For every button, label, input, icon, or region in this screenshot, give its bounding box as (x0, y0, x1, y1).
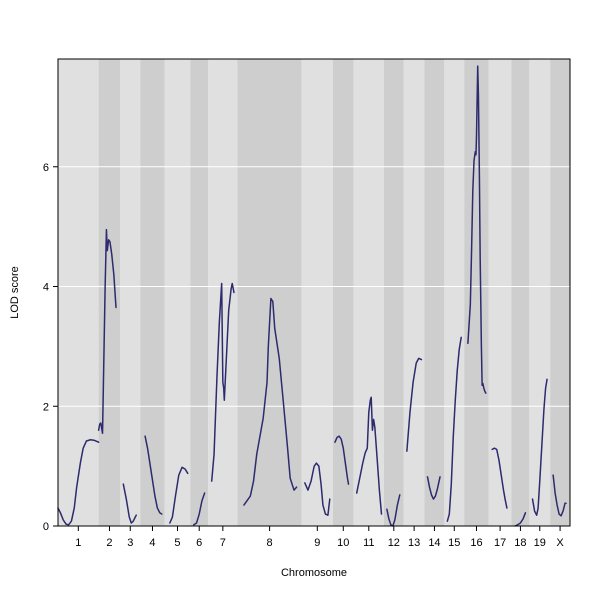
x-tick-label-19: 19 (534, 537, 546, 549)
chromosome-band-6 (190, 59, 209, 526)
x-tick-label-13: 13 (408, 537, 420, 549)
x-tick-label-11: 11 (363, 537, 374, 549)
x-tick-label-7: 7 (220, 537, 226, 549)
x-tick-label-18: 18 (514, 537, 526, 549)
lod-curve-chr-13 (406, 357, 423, 452)
chromosome-band-11 (353, 59, 384, 526)
chromosome-band-7 (208, 59, 238, 526)
lod-curve-chr-17 (491, 447, 508, 509)
y-axis-ticks: 0 2 4 6 (43, 162, 58, 533)
x-tick-label-12: 12 (388, 537, 400, 549)
chromosome-band-17 (488, 59, 512, 526)
lod-curve-chr-2 (97, 228, 117, 434)
chromosome-band-12 (383, 59, 404, 526)
y-axis-title: LOD score (9, 266, 21, 319)
x-tick-label-2: 2 (106, 537, 112, 549)
lod-curves (57, 65, 567, 527)
x-tick-label-9: 9 (314, 537, 320, 549)
lod-curve-chr-1 (57, 439, 100, 526)
gridlines (58, 166, 570, 407)
chromosome-band-3 (120, 59, 141, 526)
lod-curve-chr-16 (467, 65, 487, 394)
lod-curve-chr-14 (426, 476, 441, 500)
lod-curve-chr-7 (210, 282, 235, 482)
chromosome-band-15 (444, 59, 465, 526)
lod-curve-chr-3 (122, 483, 137, 524)
lod-curve-chr-8 (243, 297, 298, 506)
x-axis-ticks: 1 2 3 4 5 6 7 8 9 10 11 12 13 14 15 16 17 18 19 X (75, 526, 564, 549)
x-tick-label-4: 4 (149, 537, 155, 549)
x-tick-label-14: 14 (428, 537, 440, 549)
chromosome-band-2 (98, 59, 121, 526)
x-tick-label-X: X (556, 537, 564, 549)
lod-curve-chr-5 (169, 466, 189, 524)
x-tick-label-8: 8 (267, 537, 273, 549)
chromosome-band-8 (237, 59, 302, 526)
chromosome-band-10 (332, 59, 354, 526)
chromosome-band-14 (424, 59, 445, 526)
chromosome-bands (58, 59, 570, 526)
lod-curve-chr-15 (446, 336, 462, 522)
x-tick-label-6: 6 (196, 537, 202, 549)
y-tick-label-0: 0 (43, 521, 49, 533)
lod-curve-chr-9 (304, 462, 331, 516)
lod-curve-chr-10 (334, 435, 350, 485)
y-tick-label-6: 6 (43, 162, 49, 174)
y-tick-label-4: 4 (43, 282, 49, 294)
lod-curve-chr-18 (514, 512, 527, 527)
x-tick-label-3: 3 (127, 537, 133, 549)
lod-curve-chr-6 (193, 492, 206, 526)
plot-frame (57, 58, 571, 527)
x-tick-label-15: 15 (448, 537, 460, 549)
chromosome-band-19 (529, 59, 551, 526)
chromosome-band-9 (301, 59, 333, 526)
x-tick-label-10: 10 (337, 537, 349, 549)
lod-curve-chr-19 (531, 378, 548, 516)
chromosome-band-5 (164, 59, 191, 526)
x-tick-label-16: 16 (470, 537, 482, 549)
x-axis-title: Chromosome (281, 567, 347, 579)
lod-curve-chr-X (552, 474, 567, 517)
chromosome-band-1 (58, 59, 99, 526)
chromosome-band-18 (511, 59, 530, 526)
x-tick-label-5: 5 (174, 537, 180, 549)
lod-curve-chr-11 (355, 396, 383, 515)
chromosome-band-X (550, 59, 570, 526)
chromosome-band-13 (403, 59, 425, 526)
x-tick-label-1: 1 (75, 537, 81, 549)
lod-curve-chr-4 (144, 435, 163, 515)
chromosome-band-4 (140, 59, 165, 526)
x-tick-label-17: 17 (494, 537, 506, 549)
y-tick-label-2: 2 (43, 401, 49, 413)
